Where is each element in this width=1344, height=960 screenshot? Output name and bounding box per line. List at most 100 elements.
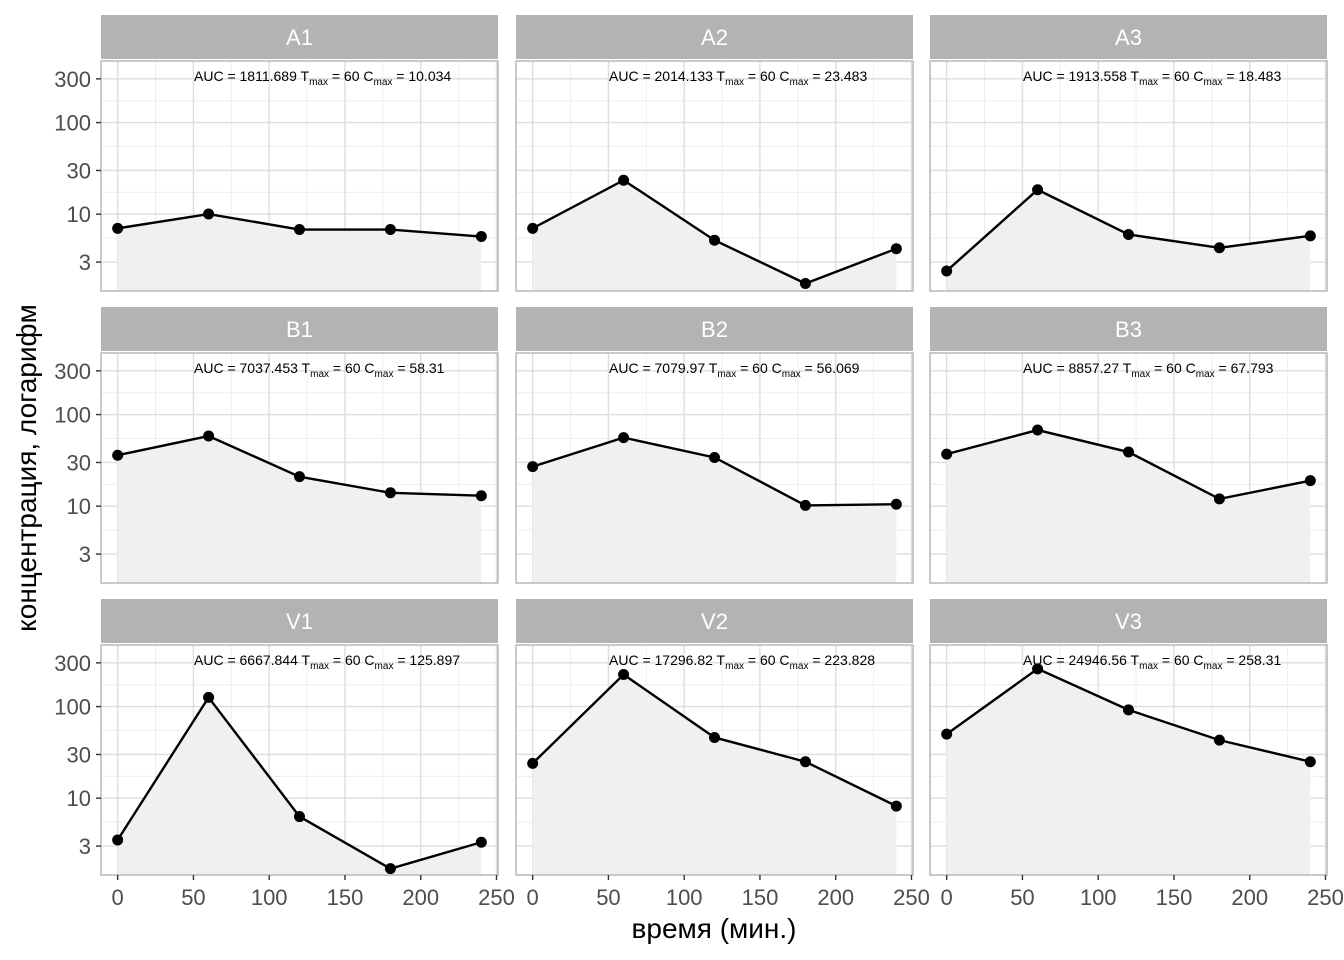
y-tick-label: 30 [67,450,91,475]
data-point [384,224,396,236]
facet-strip-label: B1 [286,317,313,342]
data-point [294,471,305,483]
data-point [294,224,305,236]
x-tick-label: 150 [327,885,364,910]
data-point [1032,424,1044,436]
x-tick-label: 200 [817,885,854,910]
facet-strip [930,15,1327,59]
x-tick-label: 50 [596,885,620,910]
facet-strip-label: V2 [701,609,728,634]
area-fill [532,180,897,291]
data-point [709,731,720,743]
facet-panel-b1: B1 AUC = 7037.453 Tmax = 60 Cmax = 58.31 [100,307,499,584]
panel-border [515,644,914,876]
pk-annotation: AUC = 17296.82 Tmax = 60 Cmax = 223.828 [609,652,875,672]
data-point [618,174,630,186]
y-tick-label: 3 [79,542,91,567]
y-tick-label: 10 [67,202,91,227]
area-fill [117,697,482,875]
panel-border [929,644,1328,876]
x-tick-label: 250 [893,885,930,910]
pk-annotation: AUC = 24946.56 Tmax = 60 Cmax = 258.31 [1023,652,1281,672]
data-point [112,449,124,461]
data-point [799,278,811,290]
data-point [618,432,630,444]
data-point [475,231,487,243]
area-fill [946,189,1311,291]
facet-panel-v1: V1 AUC = 6667.844 Tmax = 60 Cmax = 125.89… [100,599,499,876]
panel-border [100,60,499,292]
data-point [203,208,215,220]
pk-annotation: AUC = 1811.689 Tmax = 60 Cmax = 10.034 [194,68,451,88]
pk-annotation: AUC = 7079.97 Tmax = 60 Cmax = 56.069 [609,360,860,380]
x-tick-label: 50 [181,885,205,910]
pk-annotation: AUC = 7037.453 Tmax = 60 Cmax = 58.31 [194,360,445,380]
data-point [941,265,953,277]
facet-strip [101,307,498,351]
y-tick-label: 30 [67,158,91,183]
data-point [475,836,487,848]
data-point [1123,228,1134,240]
y-tick-label: 300 [54,67,91,92]
pk-annotation: AUC = 6667.844 Tmax = 60 Cmax = 125.897 [194,652,460,672]
panel-border [515,352,914,584]
panel-border [100,644,499,876]
data-point [890,243,902,255]
facet-panel-b3: B3 AUC = 8857.27 Tmax = 60 Cmax = 67.793 [929,307,1328,584]
facet-strip [930,307,1327,351]
chart-panels: A1 AUC = 1811.689 Tmax = 60 Cmax = 10.034… [100,15,1328,876]
facet-strip-label: V3 [1115,609,1142,634]
x-tick-label: 100 [1080,885,1117,910]
y-tick-label: 100 [54,111,91,136]
facet-panel-v2: V2 AUC = 17296.82 Tmax = 60 Cmax = 223.82… [515,599,914,876]
data-point [1304,475,1316,487]
area-fill [117,436,482,583]
data-point [1213,734,1225,746]
y-axes: 3 10 30 100 300 3 10 30 100 300 3 10 30 100 300 [54,67,101,859]
data-point [1123,446,1134,458]
data-point [527,461,539,473]
data-point [384,863,396,875]
data-point [799,756,811,768]
data-point [799,499,811,511]
x-tick-label: 250 [478,885,515,910]
y-tick-label: 300 [54,651,91,676]
area-fill [532,437,897,583]
x-tick-label: 100 [666,885,703,910]
x-tick-label: 0 [527,885,539,910]
facet-strip-label: B2 [701,317,728,342]
facet-panel-a1: A1 AUC = 1811.689 Tmax = 60 Cmax = 10.034 [100,15,499,292]
y-tick-label: 3 [79,250,91,275]
x-tick-label: 200 [402,885,439,910]
data-point [112,222,124,234]
x-axis-title: время (мин.) [632,913,797,944]
y-tick-label: 300 [54,359,91,384]
facet-strip-label: B3 [1115,317,1142,342]
data-point [941,728,953,740]
data-point [112,834,124,846]
data-point [527,222,539,234]
pk-annotation: AUC = 8857.27 Tmax = 60 Cmax = 67.793 [1023,360,1274,380]
facet-panel-a2: A2 AUC = 2014.133 Tmax = 60 Cmax = 23.483 [515,15,914,292]
y-tick-label: 100 [54,403,91,428]
facet-strip [516,307,913,351]
x-tick-label: 100 [251,885,288,910]
data-point [1032,663,1044,675]
y-tick-label: 10 [67,786,91,811]
panel-border [929,60,1328,292]
data-point [941,448,953,460]
panel-border [929,352,1328,584]
panel-border [100,352,499,584]
data-point [1032,184,1044,196]
facet-strip-label: A2 [701,25,728,50]
data-point [294,811,305,823]
data-point [1213,242,1225,254]
facet-strip [516,15,913,59]
x-axes: 0 50 100 150 200 250 0 50 100 150 200 250 0 50 100 150 2… [112,875,1344,910]
data-point [475,490,487,502]
facet-strip [516,599,913,643]
y-tick-label: 3 [79,834,91,859]
data-point [384,487,396,499]
data-point [618,669,630,681]
facet-strip [930,599,1327,643]
